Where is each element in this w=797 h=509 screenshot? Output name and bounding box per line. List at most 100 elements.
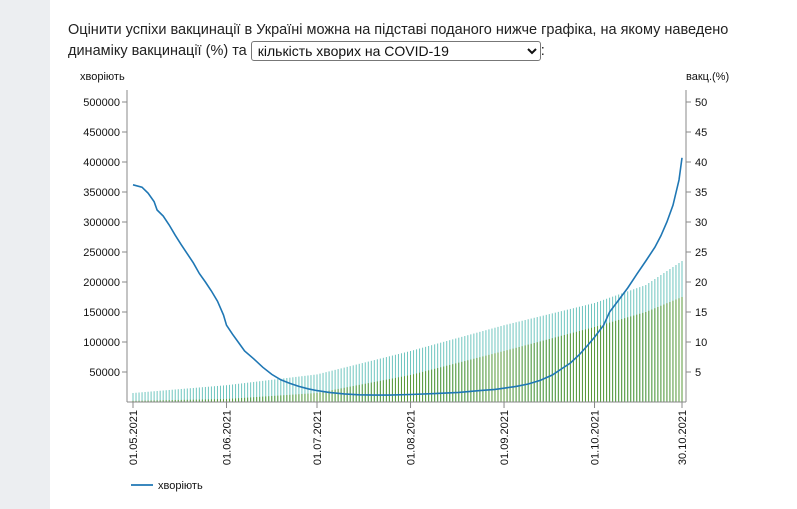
bar-one-dose bbox=[361, 363, 363, 402]
bar-one-dose bbox=[328, 371, 330, 402]
bar-fully bbox=[545, 339, 547, 402]
bar-fully bbox=[572, 332, 574, 402]
bar-fully bbox=[313, 393, 315, 402]
bar-fully bbox=[497, 352, 499, 402]
bar-one-dose bbox=[180, 388, 182, 402]
bar-one-dose bbox=[301, 376, 303, 402]
bar-fully bbox=[331, 390, 333, 402]
bar-fully bbox=[476, 357, 478, 402]
bar-one-dose bbox=[310, 375, 312, 402]
intro-text-end: : bbox=[540, 43, 545, 59]
left-tick-label: 250000 bbox=[83, 247, 120, 259]
bar-fully bbox=[518, 347, 520, 402]
bar-fully bbox=[376, 381, 378, 402]
bar-fully bbox=[512, 348, 514, 402]
bar-one-dose bbox=[168, 389, 170, 402]
bar-one-dose bbox=[340, 368, 342, 402]
bar-fully bbox=[201, 399, 203, 402]
bar-fully bbox=[612, 321, 614, 402]
bar-fully bbox=[530, 343, 532, 402]
right-tick-label: 35 bbox=[695, 187, 707, 199]
bar-one-dose bbox=[382, 357, 384, 402]
bar-fully bbox=[232, 398, 234, 402]
bar-fully bbox=[458, 362, 460, 402]
bar-fully bbox=[210, 399, 212, 402]
bar-fully bbox=[379, 380, 381, 402]
bar-fully bbox=[219, 399, 221, 402]
bar-one-dose bbox=[241, 383, 243, 402]
left-tick-label: 300000 bbox=[83, 217, 120, 229]
bar-fully bbox=[343, 387, 345, 402]
bar-one-dose bbox=[367, 361, 369, 402]
bar-one-dose bbox=[229, 384, 231, 402]
bar-fully bbox=[587, 328, 589, 402]
bar-one-dose bbox=[159, 390, 161, 402]
bar-fully bbox=[162, 400, 164, 402]
vaccination-bars bbox=[132, 261, 683, 402]
bar-fully bbox=[575, 331, 577, 402]
bar-fully bbox=[265, 396, 267, 402]
bar-fully bbox=[385, 379, 387, 402]
bar-fully bbox=[563, 335, 565, 402]
bar-one-dose bbox=[177, 389, 179, 402]
x-tick-label: 01.10.2021 bbox=[590, 410, 602, 465]
cases-line-group bbox=[132, 157, 683, 396]
bar-one-dose bbox=[244, 383, 246, 402]
left-tick-label: 100000 bbox=[83, 337, 120, 349]
bar-one-dose bbox=[283, 378, 285, 402]
bar-fully bbox=[633, 315, 635, 402]
bar-fully bbox=[621, 319, 623, 402]
bar-fully bbox=[491, 354, 493, 402]
bar-one-dose bbox=[265, 380, 267, 402]
bar-one-dose bbox=[274, 379, 276, 402]
right-axis-label: вакц.(%) bbox=[686, 71, 729, 83]
bar-fully bbox=[473, 358, 475, 402]
bar-fully bbox=[609, 322, 611, 402]
bar-one-dose bbox=[316, 374, 318, 402]
bar-one-dose bbox=[349, 366, 351, 402]
bar-fully bbox=[584, 329, 586, 402]
bar-fully bbox=[557, 336, 559, 402]
bar-one-dose bbox=[271, 379, 273, 402]
left-tick-label: 150000 bbox=[83, 307, 120, 319]
bar-fully bbox=[367, 383, 369, 402]
bar-fully bbox=[630, 316, 632, 402]
x-tick-label: 01.07.2021 bbox=[312, 410, 324, 465]
right-tick-label: 20 bbox=[695, 277, 707, 289]
left-tick-label: 400000 bbox=[83, 157, 120, 169]
bar-one-dose bbox=[262, 380, 264, 402]
left-tick-label: 50000 bbox=[89, 367, 120, 379]
bar-fully bbox=[446, 365, 448, 402]
bar-one-dose bbox=[132, 393, 134, 402]
bar-fully bbox=[337, 388, 339, 402]
bar-fully bbox=[222, 399, 224, 402]
bar-one-dose bbox=[355, 364, 357, 402]
bar-fully bbox=[581, 330, 583, 402]
bar-fully bbox=[177, 399, 179, 402]
bar-one-dose bbox=[298, 376, 300, 402]
bar-fully bbox=[259, 396, 261, 402]
bar-fully bbox=[639, 313, 641, 402]
bar-one-dose bbox=[147, 391, 149, 402]
bar-fully bbox=[434, 368, 436, 402]
bar-fully bbox=[470, 359, 472, 402]
bar-one-dose bbox=[247, 382, 249, 402]
bar-fully bbox=[660, 305, 662, 402]
bar-fully bbox=[569, 333, 571, 402]
bar-fully bbox=[277, 395, 279, 402]
bar-fully bbox=[669, 302, 671, 402]
bar-fully bbox=[319, 392, 321, 402]
right-tick-label: 5 bbox=[695, 367, 701, 379]
legend: хворіють bbox=[131, 480, 203, 492]
left-axis-label: хворіють bbox=[80, 71, 125, 83]
bar-fully bbox=[600, 325, 602, 402]
bar-fully bbox=[597, 326, 599, 402]
bar-fully bbox=[334, 389, 336, 402]
bar-fully bbox=[539, 341, 541, 402]
bar-fully bbox=[204, 399, 206, 402]
bar-fully bbox=[253, 397, 255, 402]
bar-one-dose bbox=[222, 385, 224, 402]
metric-select[interactable]: кількість хворих на COVID-19 bbox=[250, 41, 541, 62]
bar-fully bbox=[244, 397, 246, 402]
bar-one-dose bbox=[295, 376, 297, 402]
